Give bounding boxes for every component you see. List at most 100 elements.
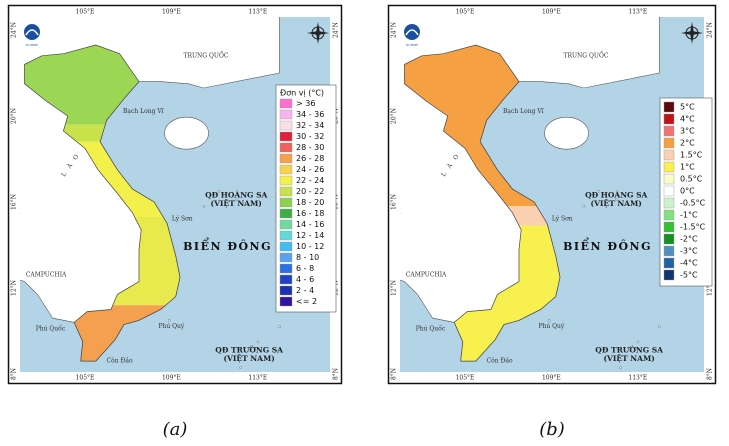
lat-label: 8°N: [391, 368, 398, 380]
lon-label: 109°E: [162, 9, 181, 16]
legend-label: 20 - 22: [296, 187, 324, 196]
legend-swatch: [279, 164, 293, 175]
legend-title: Đơn vị (°C): [280, 89, 324, 99]
legend-swatch: [279, 109, 293, 120]
island: [548, 319, 551, 322]
caption: (a): [163, 419, 188, 440]
logo: [25, 29, 39, 36]
place-label: Phú Quý: [538, 323, 564, 330]
lat-label: 12°N: [707, 280, 714, 296]
legend-swatch: [663, 149, 675, 161]
legend-label: -4°C: [680, 259, 698, 268]
legend-swatch: [279, 285, 293, 296]
place-label: TRUNG QUỐC: [183, 51, 228, 59]
place-label: QĐ TRƯỜNG SA: [215, 345, 283, 354]
vietnam-region: [63, 124, 106, 142]
lon-label: 105°E: [456, 375, 475, 382]
place-label: Bạch Long Vĩ: [123, 108, 164, 115]
legend-label: 1°C: [680, 163, 695, 172]
lat-label: 20°N: [391, 108, 398, 124]
place-label: BIỂN ĐÔNG: [183, 237, 272, 253]
place-label: BIỂN ĐÔNG: [563, 237, 652, 253]
legend-swatch: [279, 131, 293, 142]
vietnam-region: [24, 45, 139, 125]
legend-swatch: [663, 197, 675, 209]
caption: (b): [539, 419, 565, 440]
lon-label: 113°E: [248, 375, 267, 382]
place-label: Lý Sơn: [552, 216, 573, 223]
legend-label: 18 - 20: [296, 198, 324, 207]
legend-label: 0°C: [680, 187, 695, 196]
place-label: QĐ HOÀNG SA: [585, 191, 647, 200]
place-label: (VIỆT NAM): [591, 199, 642, 208]
island: [278, 325, 281, 328]
vietnam-region: [454, 225, 560, 362]
lon-label: 109°E: [162, 375, 181, 382]
place-label: (VIỆT NAM): [211, 199, 262, 208]
place-label: THÁI LAN: [369, 214, 400, 221]
vietnam-region: [74, 305, 166, 362]
vietnam-outline: [404, 44, 561, 362]
frame: [387, 4, 717, 385]
lat-label: 16°N: [391, 194, 398, 210]
legend-label: 2°C: [680, 139, 695, 148]
legend-swatch: [279, 186, 293, 197]
compass: [681, 22, 703, 44]
legend-swatch: [279, 252, 293, 263]
legend-swatch: [279, 175, 293, 186]
lon-label: 113°E: [248, 9, 267, 16]
legend-swatch: [279, 230, 293, 241]
legend-label: > 36: [296, 99, 315, 108]
legend-label: 4°C: [680, 115, 695, 124]
lat-label: 24°N: [333, 22, 340, 38]
legend-swatch: [279, 219, 293, 230]
vietnam-outline: [24, 44, 181, 362]
legend-swatch: [663, 101, 675, 113]
legend-label: 22 - 24: [296, 176, 324, 185]
legend-swatch: [279, 153, 293, 164]
vietnam-region: [507, 206, 548, 226]
vietnam-region: [112, 217, 180, 306]
lat-label: 20°N: [11, 108, 18, 124]
legend-swatch: [663, 257, 675, 269]
island: [614, 198, 618, 202]
legend-swatch: [663, 173, 675, 185]
legend-swatch: [663, 125, 675, 137]
legend-label: -3°C: [680, 247, 698, 256]
legend-label: 34 - 36: [296, 110, 324, 119]
island: [597, 190, 601, 193]
place-label: THÁI LAN: [0, 214, 21, 221]
legend-swatch: [663, 269, 675, 281]
legend-label: 1.5°C: [680, 151, 703, 160]
island: [636, 340, 640, 343]
legend-label: -5°C: [680, 271, 698, 280]
place-label: QĐ HOÀNG SA: [205, 191, 267, 200]
lon-label: 109°E: [542, 9, 561, 16]
legend-label: -1.5°C: [680, 223, 706, 232]
logo: [405, 29, 419, 36]
legend-swatch: [663, 245, 675, 257]
place-label: Lý Sơn: [172, 216, 193, 223]
legend-swatch: [663, 221, 675, 233]
lat-label: 8°N: [707, 368, 714, 380]
place-label: (VIỆT NAM): [224, 354, 275, 363]
legend-swatch: [279, 208, 293, 219]
island: [256, 340, 260, 343]
logo: [24, 24, 40, 40]
legend-swatch: [279, 197, 293, 208]
island: [202, 205, 206, 208]
legend-swatch: [663, 209, 675, 221]
legend-label: 26 - 28: [296, 154, 324, 163]
legend-swatch: [279, 120, 293, 131]
island: [217, 190, 221, 193]
lat-label: 24°N: [707, 22, 714, 38]
legend-label: -1°C: [680, 211, 698, 220]
lon-label: 113°E: [628, 9, 647, 16]
lat-label: 12°N: [11, 280, 18, 296]
lat-label: 8°N: [333, 368, 340, 380]
lat-label: 24°N: [11, 22, 18, 38]
place-label: CAMPUCHIA: [406, 272, 447, 279]
lon-label: 113°E: [628, 375, 647, 382]
place-label: (VIỆT NAM): [604, 354, 655, 363]
island: [239, 366, 242, 369]
